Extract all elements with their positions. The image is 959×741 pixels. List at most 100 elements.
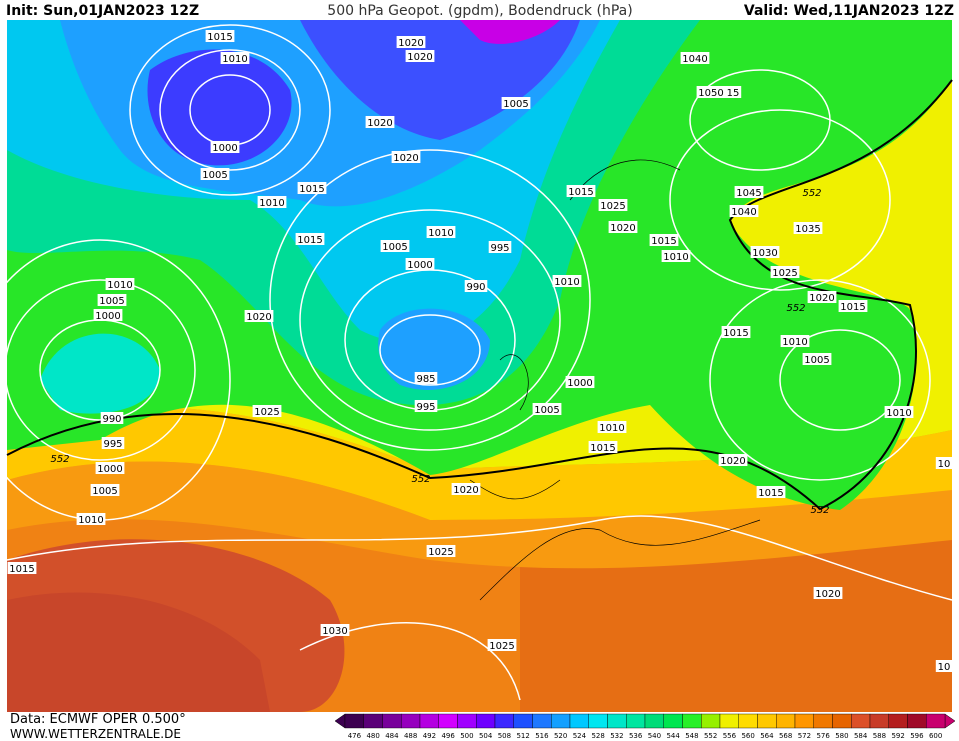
isobar-label: 1020 — [453, 485, 478, 496]
colorbar-cell — [682, 713, 702, 729]
isobar-label: 1010 — [78, 515, 103, 526]
contour-label: 552 — [411, 474, 430, 485]
isobar-label: 1020 — [815, 589, 840, 600]
source-text: Data: ECMWF OPER 0.500° — [10, 712, 186, 727]
colorbar-label: 524 — [573, 732, 587, 740]
contour-label: 552 — [50, 454, 69, 465]
colorbar-cell — [607, 713, 627, 729]
label-box — [257, 196, 287, 208]
colorbar-cell — [701, 713, 721, 729]
colorbar-label: 500 — [460, 732, 473, 740]
isobar-label: 1005 — [804, 355, 829, 366]
isobar-label: 1010 — [428, 228, 453, 239]
isobar-label: 1005 — [92, 486, 117, 497]
header-bar — [0, 0, 959, 20]
isobar-label: 10 — [938, 662, 951, 673]
colorbar: 476 480 484 488 492 496 500 504 508 512 516 520 524 5… — [334, 713, 956, 740]
label-box — [426, 226, 456, 238]
colorbar-label: 552 — [704, 732, 717, 740]
isobar-label: 1005 — [534, 405, 559, 416]
isobar-label: 1040 — [682, 54, 707, 65]
isobar-label: 1015 — [297, 235, 322, 246]
colorbar-cell — [869, 713, 889, 729]
label-box — [566, 185, 596, 197]
label-box — [97, 294, 127, 306]
label-box — [608, 221, 638, 233]
label-box — [770, 266, 800, 278]
contour-label: 552 — [786, 303, 805, 314]
label-box — [90, 484, 120, 496]
colorbar-label: 492 — [423, 732, 436, 740]
label-box — [838, 300, 868, 312]
isobar-label: 1000 — [407, 260, 432, 271]
label-box — [396, 36, 426, 48]
isobar-label: 1015 — [840, 302, 865, 313]
label-box — [405, 258, 435, 270]
label-box — [588, 441, 618, 453]
isobar-label: 1005 — [99, 296, 124, 307]
isobar-label: 1020 — [246, 312, 271, 323]
colorbar-cell — [738, 713, 758, 729]
colorbar-label: 528 — [591, 732, 604, 740]
isobar-label: 1020 — [367, 118, 392, 129]
valid-text: Valid: Wed,11JAN2023 12Z — [744, 3, 954, 19]
colorbar-label: 560 — [741, 732, 754, 740]
colorbar-cell — [926, 713, 946, 729]
colorbar-label: 512 — [516, 732, 529, 740]
label-box — [105, 278, 135, 290]
colorbar-cell — [907, 713, 927, 729]
label-box — [661, 250, 691, 262]
colorbar-cell — [344, 713, 364, 729]
label-box — [780, 335, 810, 347]
isobar-label: 1015 — [723, 328, 748, 339]
colorbar-label: 496 — [441, 732, 455, 740]
label-box — [935, 660, 953, 672]
isobar-label: 1010 — [107, 280, 132, 291]
isobar-label: 1025 — [772, 268, 797, 279]
label-box — [426, 545, 456, 557]
site-text: WWW.WETTERZENTRALE.DE — [10, 727, 181, 741]
isobar-label: 1025 — [600, 201, 625, 212]
label-box — [598, 199, 628, 211]
isobar-label: 1015 — [758, 488, 783, 499]
colorbar-label: 536 — [629, 732, 643, 740]
isobar-label: 1000 — [212, 143, 237, 154]
label-box — [487, 639, 517, 651]
isobar-label: 1005 — [503, 99, 528, 110]
isobar-label: 15 — [727, 88, 740, 99]
colorbar-cell — [888, 713, 908, 729]
isobar-label: 990 — [466, 282, 485, 293]
isobar-label: 990 — [102, 414, 121, 425]
label-box — [451, 483, 481, 495]
colorbar-label: 540 — [648, 732, 661, 740]
colorbar-label: 572 — [798, 732, 811, 740]
isobar-label: 1020 — [610, 223, 635, 234]
label-box — [365, 116, 395, 128]
colorbar-label: 476 — [348, 732, 362, 740]
label-box — [597, 421, 627, 433]
colorbar-cell — [401, 713, 421, 729]
isobar-label: 1050 — [698, 88, 723, 99]
colorbar-label: 564 — [760, 732, 774, 740]
label-box — [756, 486, 786, 498]
isobar-label: 1015 — [568, 187, 593, 198]
colorbar-cell — [813, 713, 833, 729]
isobar-label: 1010 — [222, 54, 247, 65]
label-box — [7, 562, 37, 574]
label-box — [696, 86, 726, 98]
coastlines — [469, 159, 761, 601]
colorbar-label: 504 — [479, 732, 493, 740]
label-box — [532, 403, 562, 415]
isobar-label: 1030 — [322, 626, 347, 637]
label-box — [244, 310, 274, 322]
colorbar-label: 596 — [910, 732, 924, 740]
colorbar-cell — [569, 713, 589, 729]
colorbar-cell — [532, 713, 552, 729]
label-box — [813, 587, 843, 599]
label-box — [297, 182, 327, 194]
isobar-label: 1000 — [567, 378, 592, 389]
isobar-label: 1015 — [207, 32, 232, 43]
isobar-label: 10 — [938, 459, 951, 470]
contour-label: 552 — [802, 188, 821, 199]
colorbar-label: 580 — [835, 732, 848, 740]
